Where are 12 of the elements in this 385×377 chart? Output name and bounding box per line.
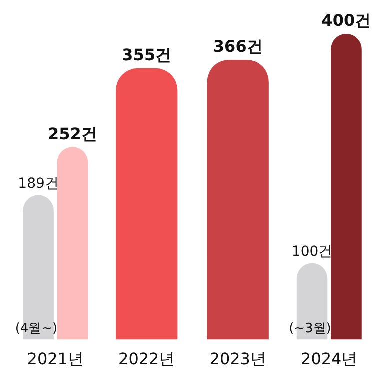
data-label: 252건 xyxy=(48,124,98,144)
x-tick-label: 2024년 xyxy=(301,350,358,369)
annotation: (~3월) xyxy=(289,322,332,337)
data-label: 355건 xyxy=(122,46,172,65)
data-label: 366건 xyxy=(213,37,263,56)
annotation: (4월~) xyxy=(15,322,58,337)
data-label: 400건 xyxy=(322,11,372,30)
x-tick-label: 2023년 xyxy=(210,350,266,369)
x-tick-label: 2022년 xyxy=(118,350,176,369)
data-label: 189건 xyxy=(18,176,59,192)
x-tick-label: 2021년 xyxy=(27,350,84,369)
data-label: 100건 xyxy=(292,244,333,260)
